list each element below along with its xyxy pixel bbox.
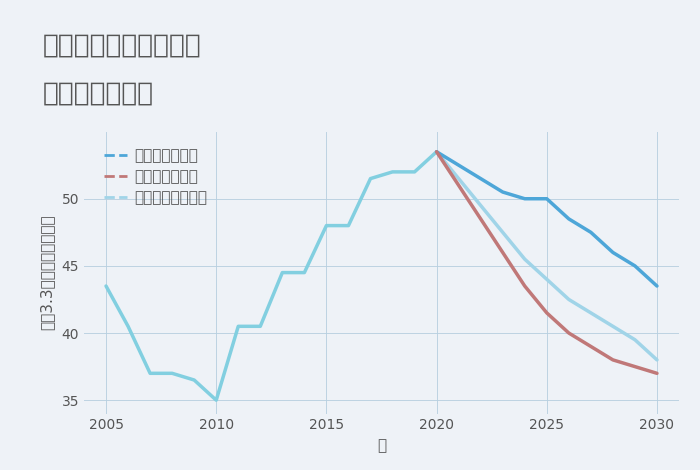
Y-axis label: 平（3.3㎡）単価（万円）: 平（3.3㎡）単価（万円） <box>40 215 55 330</box>
Text: 土地の価格推移: 土地の価格推移 <box>42 81 153 107</box>
Text: 愛知県岡崎市若松町の: 愛知県岡崎市若松町の <box>42 33 201 59</box>
X-axis label: 年: 年 <box>377 438 386 453</box>
Legend: グッドシナリオ, バッドシナリオ, ノーマルシナリオ: グッドシナリオ, バッドシナリオ, ノーマルシナリオ <box>97 142 214 212</box>
